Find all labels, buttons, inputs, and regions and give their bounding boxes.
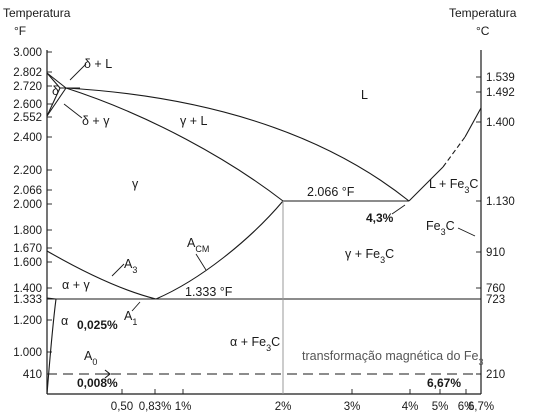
label-solubility-room-temp: 0,008% bbox=[77, 376, 118, 390]
delta-leader bbox=[69, 63, 87, 81]
right-tick-label: 1.492 bbox=[486, 87, 515, 99]
a1-leader bbox=[131, 301, 141, 312]
label-a0: A0 bbox=[84, 349, 97, 367]
left-tick-label: 1.600 bbox=[13, 257, 42, 269]
bottom-axis-ticks: 0,50 0,83% 1% 2% 3% 4% 5% 6%6,7% bbox=[111, 389, 494, 413]
label-acm: ACM bbox=[187, 236, 209, 254]
bottom-tick-label: 0,83% bbox=[139, 401, 172, 413]
right-tick-label: 210 bbox=[486, 369, 505, 381]
a3-leader bbox=[111, 263, 125, 277]
left-tick-label: 410 bbox=[23, 369, 42, 381]
label-gamma-liquid: γ + L bbox=[180, 114, 207, 128]
bottom-tick-label: 6% bbox=[458, 401, 475, 413]
cementite-leader bbox=[457, 227, 476, 237]
label-delta-liquid: δ + L bbox=[84, 57, 112, 71]
left-tick-label: 2.552 bbox=[13, 112, 42, 124]
right-axis-unit: °C bbox=[476, 24, 490, 38]
eutectic-comp-leader bbox=[391, 204, 406, 215]
bottom-tick-label: 1% bbox=[175, 401, 192, 413]
left-tick-label: 2.802 bbox=[13, 67, 42, 79]
label-eutectic-temp: 2.066 °F bbox=[307, 185, 355, 199]
acm-leader bbox=[195, 253, 207, 271]
left-tick-label: 1.400 bbox=[13, 283, 42, 295]
liquidus-delta-line bbox=[46, 72, 67, 89]
left-tick-label: 2.720 bbox=[13, 81, 42, 93]
bottom-tick-label: 3% bbox=[344, 401, 361, 413]
cementite-liquidus-line bbox=[408, 166, 444, 202]
a0-arrow bbox=[98, 369, 111, 379]
left-tick-label: 1.200 bbox=[13, 315, 42, 327]
label-eutectoid-temp: 1.333 °F bbox=[185, 285, 233, 299]
label-gamma: γ bbox=[132, 177, 139, 191]
alpha-solvus-line bbox=[46, 298, 57, 395]
label-magnetic-transformation: transformação magnética do Fe3 bbox=[302, 349, 484, 367]
left-tick-label: 2.000 bbox=[13, 199, 42, 211]
label-eutectic-comp: 4,3% bbox=[366, 211, 394, 225]
delta-solidus-line bbox=[46, 72, 61, 89]
label-cementite-composition: 6,67% bbox=[427, 376, 461, 390]
bottom-tick-label: 2% bbox=[275, 401, 292, 413]
bottom-tick-label: 0,50 bbox=[111, 401, 133, 413]
bottom-tick-label: 5% bbox=[432, 401, 449, 413]
delta-gamma-lower-line bbox=[46, 87, 67, 117]
label-gamma-cementite: γ + Fe3C bbox=[345, 247, 394, 265]
right-tick-label: 723 bbox=[486, 294, 505, 306]
label-delta-gamma: δ + γ bbox=[82, 114, 110, 128]
left-tick-label: 1.800 bbox=[13, 225, 42, 237]
bottom-tick-label: 6,7% bbox=[468, 401, 494, 413]
label-alpha-gamma: α + γ bbox=[62, 278, 90, 292]
left-tick-label: 1.333 bbox=[13, 294, 42, 306]
left-axis-unit: °F bbox=[14, 24, 26, 38]
liquidus-line bbox=[65, 87, 410, 202]
right-axis-title: Temperatura bbox=[449, 6, 517, 20]
cementite-liquidus-upper bbox=[464, 107, 482, 138]
bottom-tick-label: 4% bbox=[402, 401, 419, 413]
left-tick-label: 1.670 bbox=[13, 243, 42, 255]
a3-line bbox=[46, 250, 157, 300]
label-a3: A3 bbox=[124, 257, 137, 275]
label-delta: δ bbox=[52, 84, 59, 98]
label-alpha: α bbox=[61, 314, 68, 328]
left-tick-label: 2.400 bbox=[13, 132, 42, 144]
right-tick-label: 910 bbox=[486, 247, 505, 259]
left-tick-label: 1.000 bbox=[13, 347, 42, 359]
solidus-line bbox=[65, 87, 284, 202]
label-liquid: L bbox=[361, 88, 368, 102]
delta-gamma-leader bbox=[63, 103, 83, 119]
left-tick-label: 2.200 bbox=[13, 165, 42, 177]
left-tick-label: 2.066 bbox=[13, 185, 42, 197]
left-tick-label: 2.600 bbox=[13, 99, 42, 111]
acm-line bbox=[155, 200, 284, 300]
delta-gamma-solvus-line bbox=[46, 87, 61, 117]
label-alpha-cementite: α + Fe3C bbox=[230, 335, 280, 353]
right-tick-label: 1.539 bbox=[486, 72, 515, 84]
label-a1: A1 bbox=[124, 309, 137, 327]
right-tick-label: 1.400 bbox=[486, 117, 515, 129]
left-axis-title: Temperatura bbox=[3, 6, 71, 20]
label-cementite: Fe3C bbox=[426, 219, 455, 237]
right-tick-label: 760 bbox=[486, 283, 505, 295]
left-tick-label: 3.000 bbox=[13, 47, 42, 59]
label-alpha-solubility: 0,025% bbox=[77, 318, 118, 332]
cementite-liquidus-dashed bbox=[442, 136, 466, 168]
label-liquid-cementite: L + Fe3C bbox=[429, 177, 478, 195]
right-tick-label: 1.130 bbox=[486, 196, 515, 208]
